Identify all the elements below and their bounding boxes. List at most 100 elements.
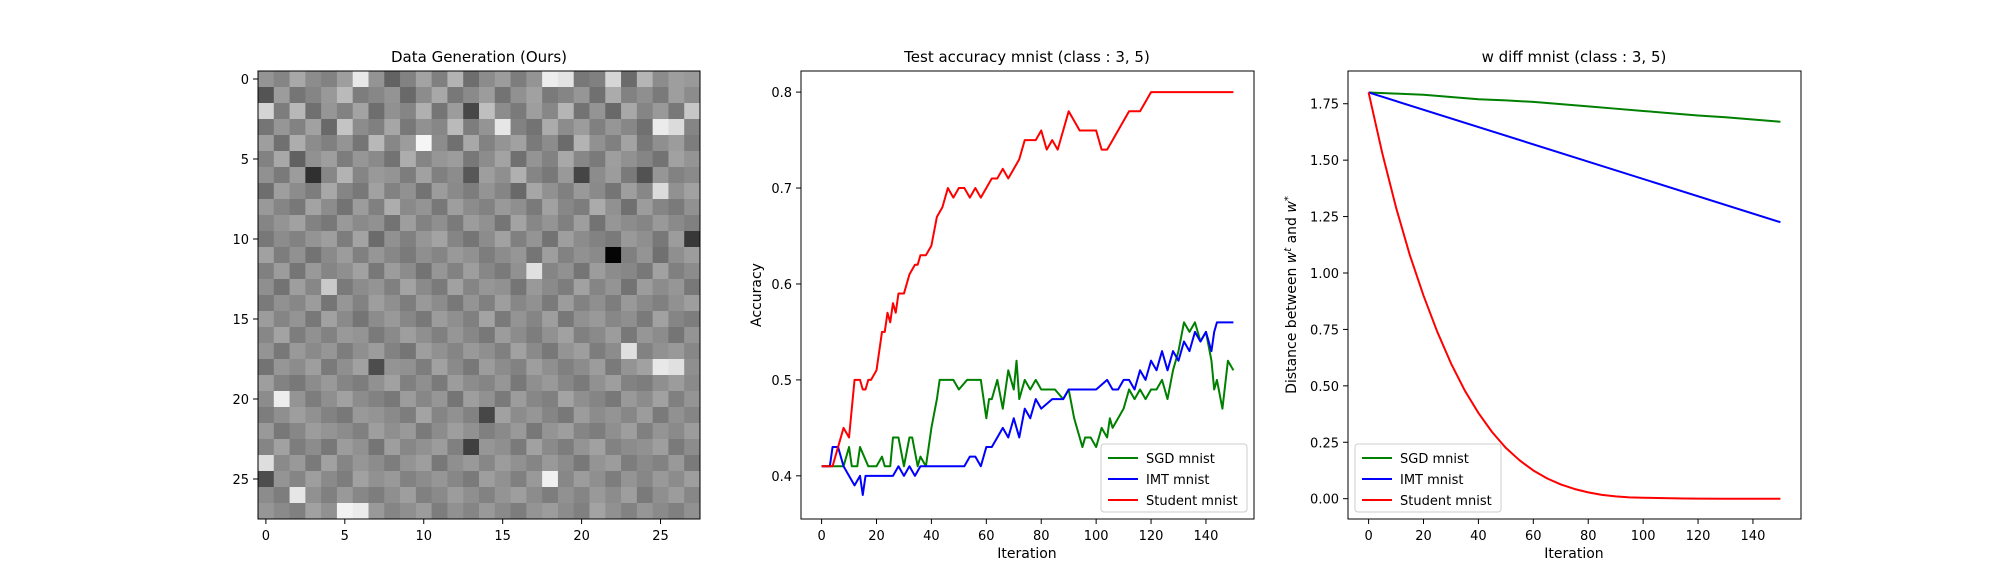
heatmap-cell: [621, 391, 638, 408]
heatmap-cell: [352, 247, 369, 264]
heatmap-cell: [258, 375, 275, 392]
heatmap-cell: [273, 231, 290, 248]
heatmap-cell: [479, 375, 496, 392]
heatmap-cell: [526, 455, 543, 472]
heatmap-cell: [321, 471, 338, 488]
heatmap-cell: [289, 279, 306, 296]
heatmap-cell: [636, 327, 654, 344]
heatmap-cell: [321, 359, 338, 376]
heatmap-cell: [258, 471, 275, 488]
legend-label: IMT mnist: [1146, 473, 1210, 488]
heatmap-cell: [368, 487, 385, 504]
heatmap-cell: [463, 247, 480, 264]
heatmap-cell: [526, 439, 543, 456]
heatmap-cell: [336, 183, 354, 200]
heatmap-cell: [494, 503, 511, 520]
heatmap-cell: [258, 167, 275, 184]
heatmap-cell: [415, 183, 433, 200]
heatmap-cell: [652, 391, 669, 408]
heatmap-cell: [384, 503, 401, 520]
heatmap-cell: [431, 103, 448, 120]
heatmap-cell: [305, 375, 322, 392]
heatmap-cell: [321, 247, 338, 264]
heatmap-cell: [557, 407, 575, 424]
heatmap-cell: [352, 455, 369, 472]
heatmap-cell: [684, 487, 701, 504]
heatmap-cell: [463, 391, 480, 408]
heatmap-cell: [321, 423, 338, 440]
heatmap-cell: [258, 391, 275, 408]
heatmap-cell: [273, 295, 290, 312]
heatmap-cell: [479, 503, 496, 520]
heatmap-cell: [526, 327, 543, 344]
heatmap-cell: [273, 247, 290, 264]
heatmap-cell: [557, 151, 575, 168]
heatmap-cell: [384, 407, 401, 424]
heatmap-cell: [494, 311, 511, 328]
heatmap-cell: [384, 311, 401, 328]
heatmap-cell: [652, 375, 669, 392]
heatmap-cell: [400, 87, 417, 104]
heatmap-cell: [652, 199, 669, 216]
heatmap-cell: [289, 471, 306, 488]
heatmap-cell: [258, 279, 275, 296]
heatmap-cell: [273, 71, 290, 88]
heatmap-cell: [542, 119, 559, 136]
heatmap-cell: [589, 71, 606, 88]
heatmap-cell: [479, 199, 496, 216]
heatmap-cell: [605, 423, 622, 440]
y-tick-label: 1.75: [1310, 98, 1339, 113]
heatmap-cell: [589, 247, 606, 264]
heatmap-cell: [510, 119, 527, 136]
heatmap-cell: [636, 247, 654, 264]
heatmap-cell: [400, 423, 417, 440]
heatmap-cell: [273, 343, 290, 360]
heatmap-cell: [431, 71, 448, 88]
heatmap-cell: [384, 71, 401, 88]
heatmap-cell: [542, 87, 559, 104]
heatmap-cell: [605, 135, 622, 152]
heatmap-cell: [273, 487, 290, 504]
heatmap-cell: [258, 343, 275, 360]
heatmap-cell: [479, 423, 496, 440]
heatmap-cell: [415, 71, 433, 88]
heatmap-cell: [384, 119, 401, 136]
heatmap-ytick-label: 5: [241, 153, 249, 168]
heatmap-cell: [463, 423, 480, 440]
heatmap-cell: [621, 151, 638, 168]
heatmap-cell: [589, 439, 606, 456]
heatmap-cell: [415, 263, 433, 280]
heatmap-cell: [289, 119, 306, 136]
heatmap-cell: [573, 487, 590, 504]
heatmap-cell: [463, 471, 480, 488]
heatmap-cell: [305, 103, 322, 120]
heatmap-cell: [415, 119, 433, 136]
heatmap-cell: [557, 247, 575, 264]
heatmap-cell: [400, 359, 417, 376]
heatmap-cell: [652, 455, 669, 472]
heatmap-cell: [305, 423, 322, 440]
wdiff-panel: w diff mnist (class : 3, 5) Iteration Di…: [1283, 48, 1802, 562]
heatmap-cell: [479, 391, 496, 408]
heatmap-cell: [589, 199, 606, 216]
heatmap-cell: [589, 407, 606, 424]
x-tick-label: 100: [1084, 529, 1109, 544]
heatmap-cell: [384, 87, 401, 104]
heatmap-cell: [621, 487, 638, 504]
heatmap-cell: [463, 135, 480, 152]
heatmap-cell: [589, 343, 606, 360]
heatmap-cell: [431, 359, 448, 376]
heatmap-cell: [384, 327, 401, 344]
heatmap-cell: [415, 151, 433, 168]
heatmap-cell: [605, 199, 622, 216]
heatmap-cell: [668, 151, 685, 168]
heatmap-cell: [400, 103, 417, 120]
heatmap-cell: [557, 423, 575, 440]
heatmap-cell: [684, 103, 701, 120]
heatmap-cell: [352, 375, 369, 392]
heatmap-cell: [589, 231, 606, 248]
heatmap-cell: [542, 407, 559, 424]
heatmap-cell: [621, 503, 638, 520]
heatmap-cell: [368, 119, 385, 136]
heatmap-cell: [542, 135, 559, 152]
